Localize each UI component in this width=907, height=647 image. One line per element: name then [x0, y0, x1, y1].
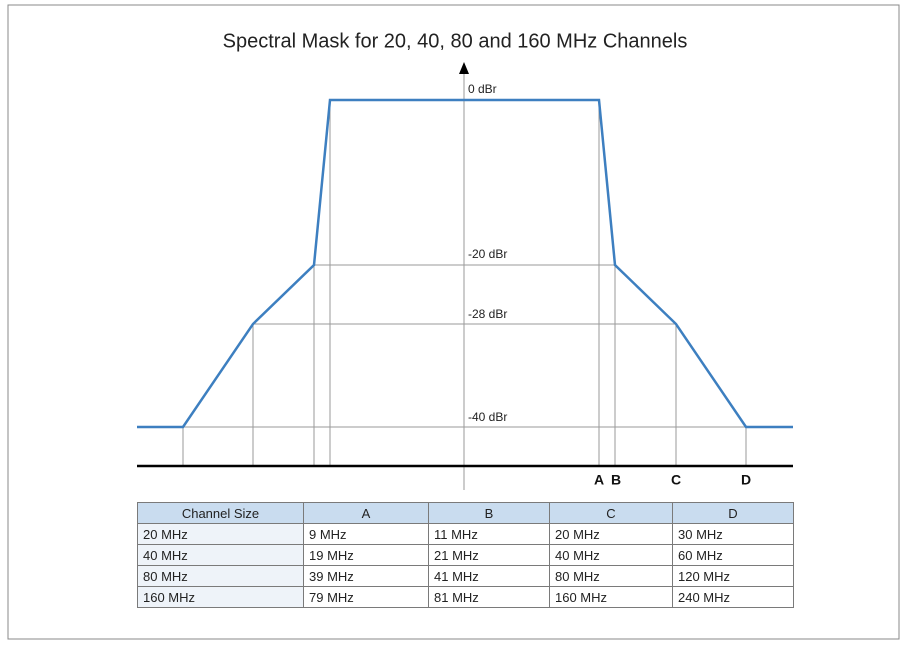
table-cell: D	[672, 502, 794, 524]
table-cell: C	[549, 502, 673, 524]
table-cell: 240 MHz	[672, 586, 794, 608]
spectral-mask	[137, 98, 793, 429]
table-cell: 9 MHz	[303, 523, 429, 545]
table-row: 40 MHz 19 MHz 21 MHz 40 MHz 60 MHz	[137, 544, 794, 566]
level-label: -28 dBr	[468, 307, 507, 321]
level-label: -40 dBr	[468, 410, 507, 424]
table-cell: 40 MHz	[549, 544, 673, 566]
axis-arrow	[459, 62, 469, 74]
table-cell: 80 MHz	[137, 565, 304, 587]
table-cell: B	[428, 502, 550, 524]
level-label: 0 dBr	[468, 82, 497, 96]
channel-table: Channel Size A B C D 20 MHz 9 MHz 11 MHz 20 MHz 3…	[137, 502, 794, 608]
table-cell: Channel Size	[137, 502, 304, 524]
level-label: -20 dBr	[468, 247, 507, 261]
table-cell: 160 MHz	[137, 586, 304, 608]
breakpoint-label: C	[671, 472, 681, 488]
guides	[137, 72, 793, 490]
table-cell: A	[303, 502, 429, 524]
breakpoint-label: A	[594, 472, 604, 488]
table-row: 20 MHz 9 MHz 11 MHz 20 MHz 30 MHz	[137, 523, 794, 545]
table-cell: 79 MHz	[303, 586, 429, 608]
table-cell: 81 MHz	[428, 586, 550, 608]
breakpoint-label: B	[611, 472, 621, 488]
table-cell: 40 MHz	[137, 544, 304, 566]
table-row: 160 MHz 79 MHz 81 MHz 160 MHz 240 MHz	[137, 586, 794, 608]
table-cell: 60 MHz	[672, 544, 794, 566]
breakpoint-label: D	[741, 472, 751, 488]
table-cell: 20 MHz	[549, 523, 673, 545]
table-cell: 80 MHz	[549, 565, 673, 587]
table-cell: 21 MHz	[428, 544, 550, 566]
table-cell: 30 MHz	[672, 523, 794, 545]
table-cell: 160 MHz	[549, 586, 673, 608]
table-cell: 19 MHz	[303, 544, 429, 566]
title: Spectral Mask for 20, 40, 80 and 160 MHz…	[223, 30, 688, 52]
table-row: 80 MHz 39 MHz 41 MHz 80 MHz 120 MHz	[137, 565, 794, 587]
table-cell: 20 MHz	[137, 523, 304, 545]
frame	[7, 4, 900, 640]
table-row: Channel Size A B C D	[137, 502, 794, 524]
table-cell: 39 MHz	[303, 565, 429, 587]
table-cell: 41 MHz	[428, 565, 550, 587]
table-cell: 120 MHz	[672, 565, 794, 587]
table-cell: 11 MHz	[428, 523, 550, 545]
